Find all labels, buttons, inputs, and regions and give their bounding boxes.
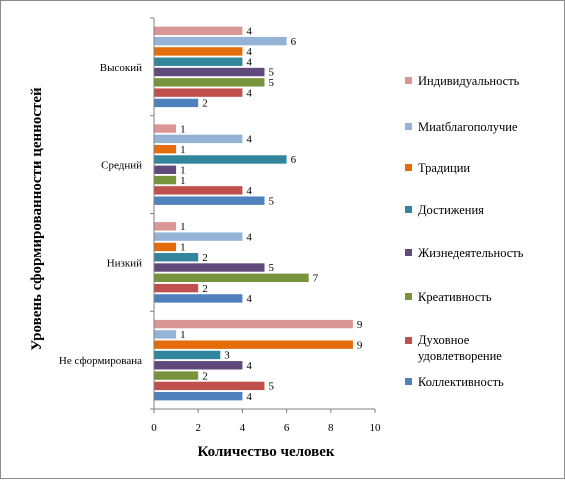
data-label: 5 bbox=[269, 77, 275, 89]
data-label: 4 bbox=[246, 56, 252, 68]
data-label: 4 bbox=[246, 46, 252, 58]
data-label: 9 bbox=[357, 319, 363, 331]
data-label: 6 bbox=[291, 36, 297, 48]
category-label: Не сформирована bbox=[59, 355, 142, 367]
data-label: 4 bbox=[246, 26, 252, 38]
legend-label: Индивидуальность bbox=[418, 74, 520, 88]
x-tick-label: 4 bbox=[240, 422, 246, 434]
data-label: 7 bbox=[313, 273, 319, 285]
data-label: 4 bbox=[246, 360, 252, 372]
bar bbox=[154, 26, 243, 36]
bar bbox=[154, 155, 287, 164]
legend-label: Традиции bbox=[418, 161, 470, 175]
data-label: 5 bbox=[269, 381, 275, 393]
data-label: 4 bbox=[246, 134, 252, 146]
x-tick-label: 2 bbox=[195, 422, 201, 434]
bar bbox=[154, 294, 243, 303]
bar bbox=[154, 222, 177, 231]
legend-label: Духовное bbox=[418, 333, 470, 347]
bar bbox=[154, 88, 243, 97]
bar bbox=[154, 371, 199, 380]
bar bbox=[154, 175, 177, 185]
bar bbox=[154, 253, 199, 262]
x-axis-label: Количество человек bbox=[197, 444, 334, 460]
data-label: 4 bbox=[246, 87, 252, 99]
data-label: 1 bbox=[180, 123, 186, 135]
legend-label: Креативность bbox=[418, 290, 492, 304]
legend-label: Жизнедеятельность bbox=[418, 246, 524, 260]
data-label: 3 bbox=[224, 350, 230, 362]
data-label: 1 bbox=[180, 329, 186, 341]
legend-swatch bbox=[405, 164, 412, 171]
data-label: 1 bbox=[180, 164, 186, 176]
legend-label-cont: удовлетворение bbox=[418, 349, 502, 363]
data-label: 1 bbox=[180, 242, 186, 254]
bar bbox=[154, 232, 243, 241]
legend-swatch bbox=[405, 206, 412, 213]
bar bbox=[154, 263, 265, 272]
bar bbox=[154, 165, 177, 174]
legend-label: Достижения bbox=[418, 203, 484, 217]
data-label: 5 bbox=[269, 195, 275, 207]
legend-swatch bbox=[405, 293, 412, 300]
bar bbox=[154, 361, 243, 370]
data-label: 4 bbox=[246, 391, 252, 403]
data-label: 4 bbox=[246, 231, 252, 243]
bar bbox=[154, 319, 353, 329]
legend-swatch bbox=[405, 378, 412, 385]
data-label: 2 bbox=[202, 283, 208, 295]
legend-label: Миatблагополучие bbox=[418, 120, 518, 134]
data-label: 4 bbox=[246, 293, 252, 305]
bar bbox=[154, 242, 177, 252]
legend-swatch bbox=[405, 123, 412, 130]
x-tick-label: 6 bbox=[284, 422, 290, 434]
data-label: 2 bbox=[202, 252, 208, 264]
bar bbox=[154, 196, 265, 205]
bar bbox=[154, 340, 353, 349]
x-tick-label: 10 bbox=[370, 422, 382, 434]
category-label: Высокий bbox=[100, 62, 142, 74]
legend-swatch bbox=[405, 249, 412, 256]
bar bbox=[154, 330, 177, 339]
data-label: 5 bbox=[269, 67, 275, 79]
data-label: 1 bbox=[180, 221, 186, 233]
bar bbox=[154, 98, 199, 108]
bar bbox=[154, 186, 243, 195]
bar bbox=[154, 350, 221, 360]
y-axis-label: Уровень сформированности ценностей bbox=[29, 87, 45, 351]
x-tick-label: 0 bbox=[151, 422, 157, 434]
data-label: 5 bbox=[269, 262, 275, 274]
bar bbox=[154, 124, 177, 133]
data-label: 1 bbox=[180, 144, 186, 156]
bar bbox=[154, 78, 265, 87]
bar bbox=[154, 57, 243, 66]
legend-label: Коллективность bbox=[418, 375, 504, 389]
legend-swatch bbox=[405, 77, 412, 84]
data-label: 1 bbox=[180, 175, 186, 187]
bar bbox=[154, 283, 199, 293]
bar bbox=[154, 36, 287, 46]
bar bbox=[154, 134, 243, 144]
bar bbox=[154, 381, 265, 391]
bar bbox=[154, 47, 243, 56]
data-label: 2 bbox=[202, 98, 208, 110]
bar bbox=[154, 67, 265, 77]
data-label: 2 bbox=[202, 370, 208, 382]
legend-swatch bbox=[405, 337, 412, 344]
category-label: Средний bbox=[101, 160, 142, 172]
x-tick-label: 8 bbox=[328, 422, 334, 434]
bar bbox=[154, 273, 309, 283]
data-label: 9 bbox=[357, 339, 363, 351]
category-label: Низкий bbox=[107, 257, 142, 269]
data-label: 6 bbox=[291, 154, 297, 166]
bar bbox=[154, 391, 243, 401]
bar bbox=[154, 144, 177, 154]
data-label: 4 bbox=[246, 185, 252, 197]
